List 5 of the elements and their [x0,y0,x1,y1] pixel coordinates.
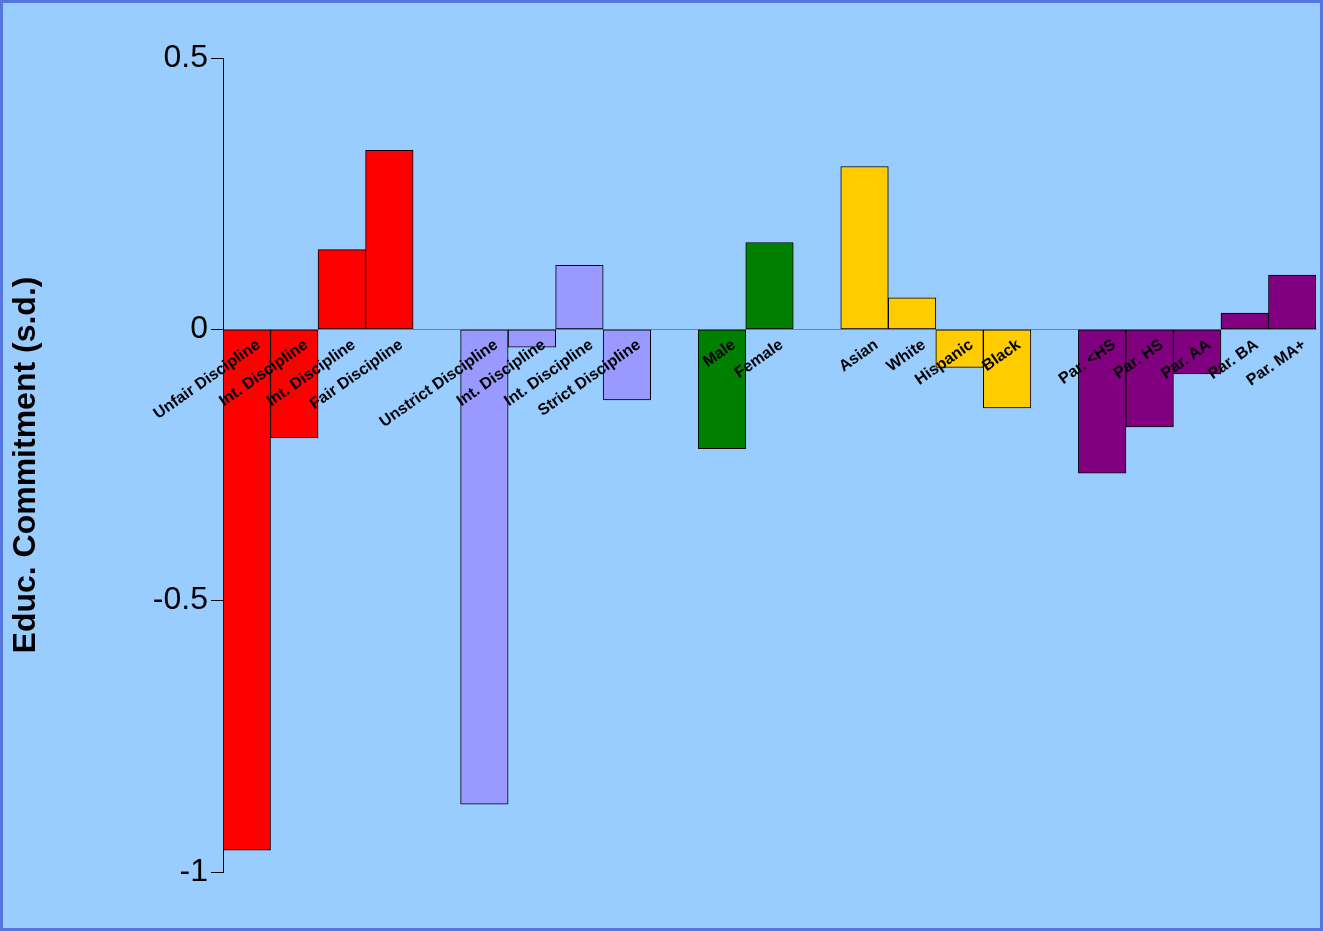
y-tick-label: 0.5 [163,37,208,74]
y-tick-label: -0.5 [152,580,208,617]
y-tick-label: 0 [190,309,208,346]
y-tick-label: -1 [179,851,208,888]
y-axis-title: Educ. Commitment (s.d.) [6,276,43,654]
